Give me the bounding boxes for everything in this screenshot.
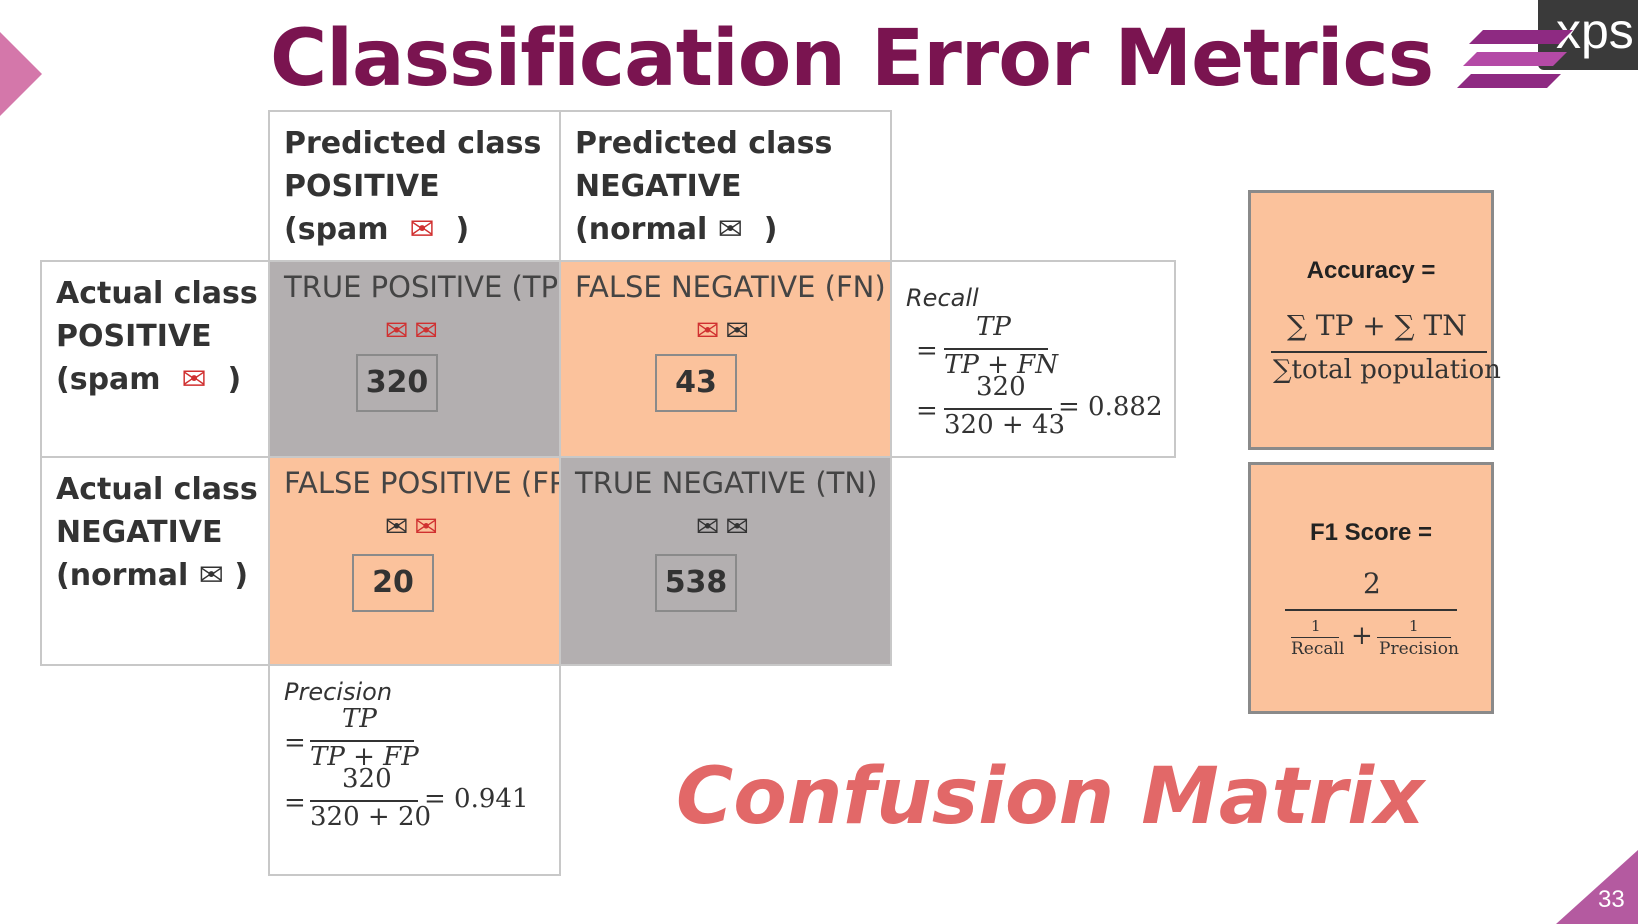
open-envelope-icon: ✉ (717, 212, 743, 247)
recall-fraction-line (944, 348, 1048, 350)
cell-false-negative: FALSE NEGATIVE (FN) ✉✉ 43 (559, 260, 892, 458)
col-header-line: (spam ✉ ) (284, 212, 470, 247)
row-header-line: (normal ✉ ) (56, 558, 249, 593)
envelope-red-icon: ✉ (696, 314, 726, 347)
f1-score-box: F1 Score = 2 1 Recall + 1 Precision (1248, 462, 1494, 714)
f1-title: F1 Score = (1309, 519, 1433, 546)
envelope-dark-icon: ✉ (696, 510, 726, 543)
precision-den-value: 320 + 20 (310, 802, 432, 832)
row-header-positive: Actual class POSITIVE (spam ✉ ) (40, 260, 270, 458)
row-header-negative: Actual class NEGATIVE (normal ✉ ) (40, 456, 270, 666)
f1-plus: + (1351, 621, 1373, 651)
envelope-red-icon: ✉ (385, 314, 415, 347)
envelope-red-icon: ✉ (414, 510, 444, 543)
cell-label: FALSE POSITIVE (FP) (284, 466, 578, 500)
precision-fraction-line (310, 800, 418, 802)
recall-result: = 0.882 (1058, 392, 1163, 422)
col-header-line: (normal ✉ ) (575, 212, 778, 247)
precision-num-value: 320 (342, 764, 392, 794)
recall-eq: = (916, 336, 938, 366)
f1-fraction-line (1285, 609, 1457, 611)
f1-precision-line (1377, 637, 1451, 638)
cell-label: TRUE POSITIVE (TP) (284, 270, 570, 304)
precision-num-symbolic: TP (342, 704, 377, 734)
row-header-line: Actual class (56, 276, 258, 311)
row-header-line: (spam ✉ ) (56, 362, 242, 397)
recall-label: Recall (906, 284, 979, 312)
cell-icons: ✉✉ (270, 314, 559, 347)
logo-stripes (1456, 30, 1573, 110)
col-header-line: Predicted class (575, 126, 833, 161)
recall-den-value: 320 + 43 (944, 410, 1066, 440)
cell-true-negative: TRUE NEGATIVE (TN) ✉✉ 538 (559, 456, 892, 666)
open-envelope-icon: ✉ (725, 510, 755, 543)
page-corner-decoration (1556, 850, 1638, 924)
confusion-matrix-title: Confusion Matrix (676, 752, 1425, 842)
precision-result: = 0.941 (424, 784, 529, 814)
row-header-line: NEGATIVE (56, 515, 223, 550)
col-header-positive: Predicted class POSITIVE (spam ✉ ) (268, 110, 561, 262)
f1-numerator: 2 (1363, 567, 1381, 600)
envelope-dark-icon: ✉ (385, 510, 415, 543)
row-header-line: Actual class (56, 472, 258, 507)
cell-label: TRUE NEGATIVE (TN) (575, 466, 878, 500)
f1-recall-line (1291, 637, 1339, 638)
precision-eq: = (284, 728, 306, 758)
f1-one-recall: 1 (1311, 617, 1321, 635)
left-arrow-decoration (0, 32, 42, 116)
precision-den-symbolic: TP + FP (310, 742, 419, 772)
cell-value: 320 (356, 354, 438, 412)
accuracy-denominator: ∑total population (1273, 355, 1501, 385)
slide-title: Classification Error Metrics (270, 14, 1434, 104)
recall-num-symbolic: TP (976, 312, 1011, 342)
envelope-red-icon: ✉ (181, 362, 207, 397)
accuracy-box: Accuracy = ∑ TP + ∑ TN ∑total population (1248, 190, 1501, 450)
row-header-line: POSITIVE (56, 319, 212, 354)
cell-label: FALSE NEGATIVE (FN) (575, 270, 886, 304)
recall-fraction-line (944, 408, 1052, 410)
recall-num-value: 320 (976, 372, 1026, 402)
recall-den-symbolic: TP + FN (944, 350, 1058, 380)
col-header-negative: Predicted class NEGATIVE (normal ✉ ) (559, 110, 892, 262)
precision-formula: Precision = TP TP + FP = 320 320 + 20 = … (268, 664, 561, 876)
f1-precision: Precision (1379, 639, 1459, 659)
f1-recall: Recall (1291, 639, 1345, 659)
envelope-red-icon: ✉ (414, 314, 444, 347)
envelope-red-icon: ✉ (409, 212, 435, 247)
cell-false-positive: FALSE POSITIVE (FP) ✉✉ 20 (268, 456, 578, 666)
page-number: 33 (1598, 886, 1625, 913)
recall-formula: Recall = TP TP + FN = 320 320 + 43 = 0.8… (890, 260, 1176, 458)
accuracy-numerator: ∑ TP + ∑ TN (1287, 309, 1467, 342)
precision-fraction-line (310, 740, 414, 742)
cell-value: 20 (352, 554, 434, 612)
open-envelope-icon: ✉ (725, 314, 755, 347)
col-header-line: Predicted class (284, 126, 542, 161)
envelope-dark-icon: ✉ (198, 558, 224, 593)
col-header-line: POSITIVE (284, 169, 440, 204)
recall-eq: = (916, 396, 938, 426)
accuracy-fraction-line (1271, 351, 1487, 353)
cell-icons: ✉✉ (561, 510, 890, 543)
cell-icons: ✉✉ (561, 314, 890, 347)
cell-value: 43 (655, 354, 737, 412)
cell-value: 538 (655, 554, 737, 612)
cell-true-positive: TRUE POSITIVE (TP) ✉✉ 320 (268, 260, 570, 458)
cell-icons: ✉✉ (270, 510, 559, 543)
f1-one-precision: 1 (1409, 617, 1419, 635)
col-header-line: NEGATIVE (575, 169, 742, 204)
precision-label: Precision (284, 678, 393, 706)
accuracy-title: Accuracy = (1306, 257, 1436, 284)
precision-eq: = (284, 788, 306, 818)
